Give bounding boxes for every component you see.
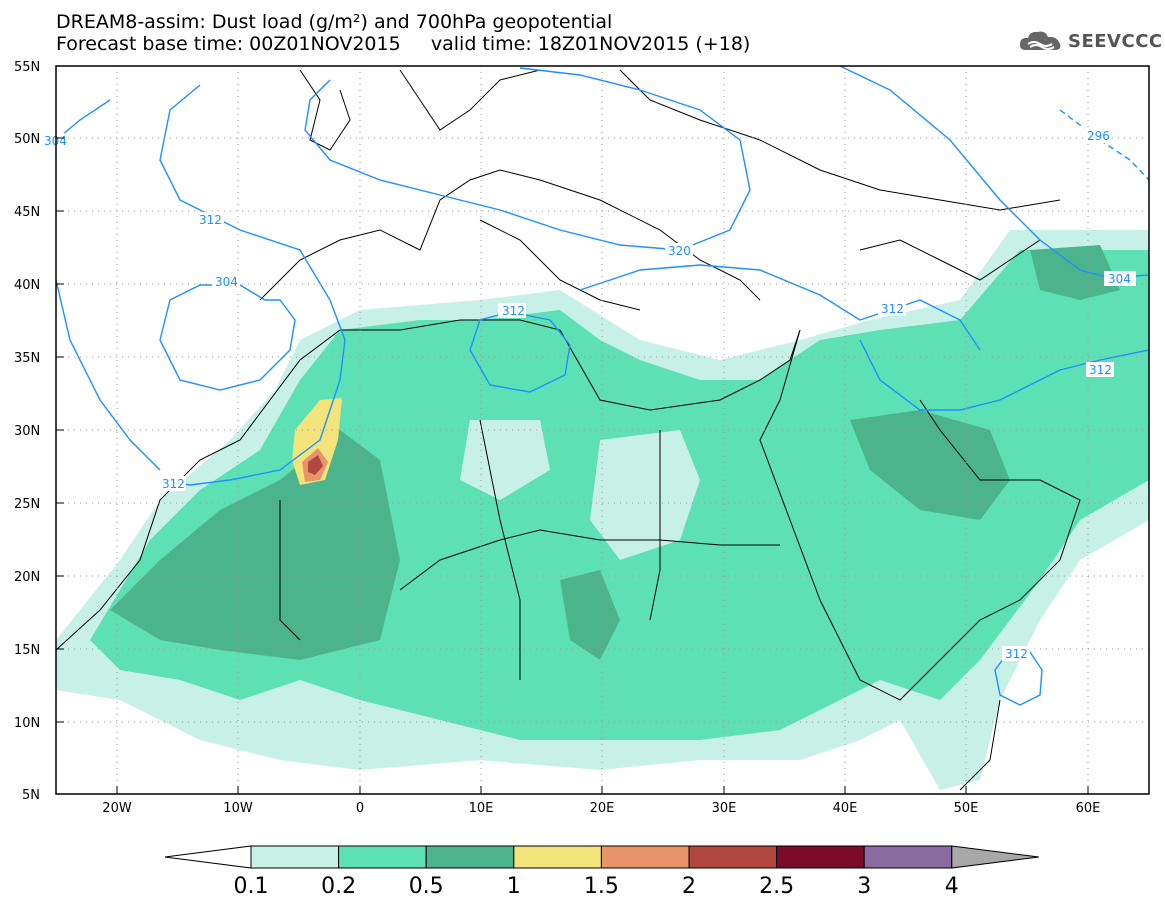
lat-label: 5N xyxy=(22,788,40,803)
seevccc-logo: SEEVCCC xyxy=(1018,28,1163,54)
lon-label: 10E xyxy=(469,801,494,816)
lon-label: 60E xyxy=(1076,801,1101,816)
cloud-icon xyxy=(1019,31,1061,50)
lat-label: 15N xyxy=(14,643,40,658)
contour-label: 304 xyxy=(1108,272,1131,286)
contour-label: 312 xyxy=(199,213,222,227)
lat-label: 55N xyxy=(14,60,40,75)
colorbar-labels: 0.1 0.2 0.5 1 1.5 2 2.5 3 4 xyxy=(234,874,959,899)
colorbar-label: 0.5 xyxy=(409,874,444,899)
contour-label: 320 xyxy=(668,244,691,258)
dust-level-light xyxy=(460,420,550,500)
colorbar-box xyxy=(338,845,427,869)
colorbar-label: 3 xyxy=(857,874,871,899)
dust-level-highest xyxy=(308,455,323,475)
colorbar-box xyxy=(776,845,865,869)
longitude-labels: 20W 10W 0 10E 20E 30E 40E 50E 60E xyxy=(102,801,1100,816)
colorbar-box xyxy=(600,845,690,869)
colorbar-box xyxy=(425,845,515,869)
contour-label: 304 xyxy=(215,275,238,289)
colorbar-box xyxy=(688,845,778,869)
contour-label: 312 xyxy=(162,477,185,491)
lat-label: 45N xyxy=(14,205,40,220)
colorbar-label: 0.2 xyxy=(321,874,356,899)
dust-level-dark xyxy=(560,570,620,660)
lat-label: 40N xyxy=(14,278,40,293)
coastlines xyxy=(56,69,1081,791)
lat-label: 30N xyxy=(14,424,40,439)
colorbar-overflow-arrow xyxy=(951,845,1039,869)
colorbar-label: 1.5 xyxy=(584,874,619,899)
contour-label: 312 xyxy=(502,304,525,318)
dust-level-light xyxy=(590,430,700,560)
lon-label: 0 xyxy=(356,801,364,816)
colorbar-underflow-arrow xyxy=(164,845,252,869)
colorbar-box xyxy=(863,845,953,869)
contour-label: 312 xyxy=(1089,363,1112,377)
map-title: DREAM8-assim: Dust load (g/m²) and 700hP… xyxy=(56,11,613,33)
contour-label: 312 xyxy=(881,302,904,316)
colorbar-label: 0.1 xyxy=(234,874,269,899)
lon-label: 20E xyxy=(590,801,615,816)
dust-level-dark xyxy=(850,410,1010,520)
lat-label: 25N xyxy=(14,497,40,512)
dust-level-dark xyxy=(110,430,400,660)
colorbar-label: 1 xyxy=(507,874,521,899)
dust-level-dark xyxy=(1030,245,1120,300)
map-subtitle: Forecast base time: 00Z01NOV2015 valid t… xyxy=(56,33,751,55)
lon-label: 40E xyxy=(833,801,858,816)
lon-label: 20W xyxy=(102,801,132,816)
colorbar-label: 2 xyxy=(682,874,696,899)
logo-text: SEEVCCC xyxy=(1068,30,1163,52)
colorbar-label: 2.5 xyxy=(759,874,794,899)
lon-label: 50E xyxy=(954,801,979,816)
contour-label: 312 xyxy=(1005,647,1028,661)
lat-label: 50N xyxy=(14,132,40,147)
colorbar-label: 4 xyxy=(945,874,959,899)
lat-label: 10N xyxy=(14,716,40,731)
geopotential-contours xyxy=(56,66,1149,706)
lon-label: 10W xyxy=(223,801,253,816)
lat-label: 35N xyxy=(14,351,40,366)
lon-label: 30E xyxy=(712,801,737,816)
tick-marks xyxy=(56,65,1089,794)
grid-lines xyxy=(56,66,1149,794)
latitude-labels: 55N 50N 45N 40N 35N 30N 25N 20N 15N 10N … xyxy=(14,60,40,803)
colorbar-box xyxy=(513,845,602,869)
lat-label: 20N xyxy=(14,570,40,585)
contour-label: 296 xyxy=(1087,129,1110,143)
colorbar-boxes xyxy=(164,845,1039,869)
colorbar-box xyxy=(250,845,340,869)
